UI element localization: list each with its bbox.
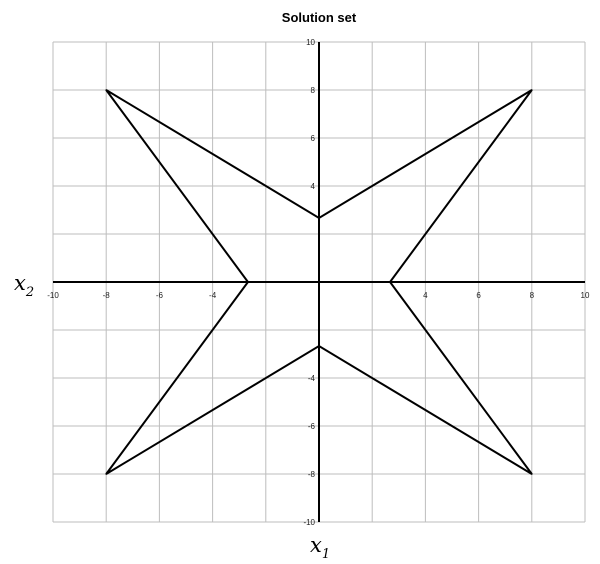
x-axis-label: x1 (310, 533, 330, 562)
y-axis-label: x2 (14, 271, 34, 300)
y-tick-label: 10 (306, 38, 315, 47)
x-tick-label: 6 (476, 291, 481, 300)
x-tick-label: 4 (423, 291, 428, 300)
y-tick-label: -10 (303, 518, 315, 527)
tick-labels: -10 -8 -6 -4 4 6 8 10 10 8 6 4 -4 -6 -8 -10 (47, 38, 590, 527)
y-tick-label: 8 (311, 86, 316, 95)
x-tick-label: -4 (209, 291, 217, 300)
x-tick-label: -6 (156, 291, 164, 300)
y-tick-label: -4 (308, 374, 316, 383)
solution-set (105, 89, 533, 475)
x-tick-label: -10 (47, 291, 59, 300)
y-tick-label: 4 (311, 182, 316, 191)
y-tick-label: -8 (308, 470, 316, 479)
y-axis-label-main: x (14, 271, 26, 295)
y-axis-label-subscript: 2 (25, 285, 34, 300)
y-tick-label: -6 (308, 422, 316, 431)
vertex-point (389, 281, 391, 283)
chart-title: Solution set (282, 10, 357, 25)
vertex-point (318, 217, 320, 219)
x-tick-label: -8 (103, 291, 111, 300)
vertex-point (105, 473, 107, 475)
vertex-point (531, 89, 533, 91)
vertex-point (531, 473, 533, 475)
y-tick-label: 6 (311, 134, 316, 143)
axes (53, 42, 585, 522)
vertex-point (247, 281, 249, 283)
vertex-point (105, 89, 107, 91)
x-axis-label-main: x (310, 533, 322, 557)
vertex-point (318, 345, 320, 347)
x-axis-label-subscript: 1 (322, 547, 330, 562)
x-tick-label: 10 (581, 291, 590, 300)
x-tick-label: 8 (530, 291, 535, 300)
